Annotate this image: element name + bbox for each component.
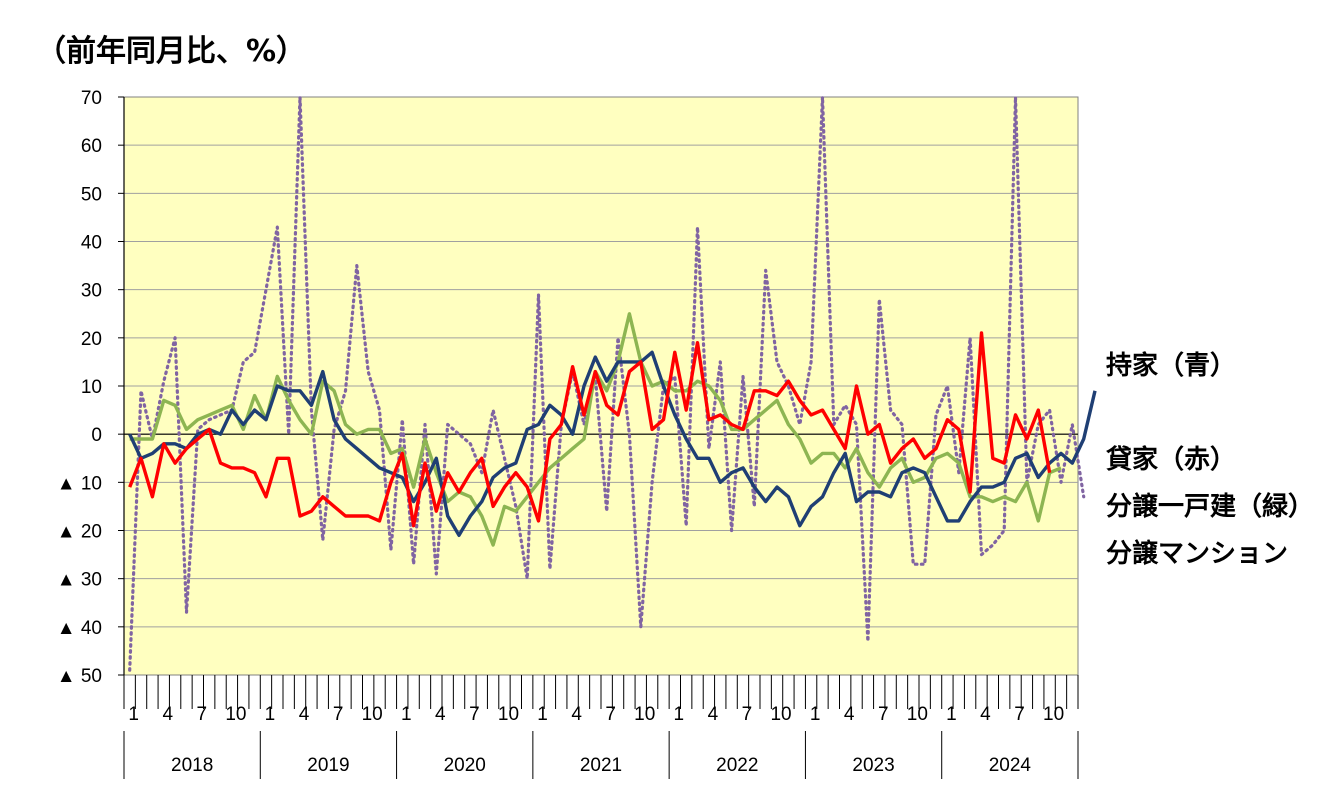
legend-detached: 分譲一戸建（緑） [1106, 492, 1315, 522]
year-label: 2018 [171, 755, 213, 776]
month-label: 4 [435, 704, 446, 725]
month-label: 4 [844, 704, 855, 725]
y-tick-label: ▲ 40 [57, 618, 102, 639]
y-tick-label: 40 [81, 233, 102, 254]
month-label: 10 [362, 704, 383, 725]
unit-label: （前年同月比、%） [36, 34, 307, 69]
month-label: 7 [333, 704, 344, 725]
y-tick-label: 70 [81, 88, 102, 109]
legend-owner: 持家（青） [1106, 351, 1237, 381]
month-label: 4 [299, 704, 310, 725]
y-tick-label: ▲ 30 [57, 570, 102, 591]
y-tick-label: ▲ 10 [57, 473, 102, 494]
year-label: 2024 [989, 755, 1032, 776]
year-label: 2020 [444, 755, 486, 776]
y-tick-label: 30 [81, 281, 102, 302]
month-label: 7 [605, 704, 616, 725]
month-label: 1 [810, 704, 821, 725]
month-label: 10 [1043, 704, 1064, 725]
legend-rental: 貸家（赤） [1106, 445, 1237, 475]
month-label: 7 [878, 704, 889, 725]
month-label: 1 [674, 704, 685, 725]
year-label: 2019 [307, 755, 349, 776]
month-label: 4 [980, 704, 991, 725]
month-label: 7 [197, 704, 208, 725]
month-label: 10 [907, 704, 928, 725]
month-label: 1 [265, 704, 276, 725]
month-label: 1 [946, 704, 957, 725]
month-label: 1 [537, 704, 548, 725]
y-axis: 70 60 50 40 30 20 10 0 ▲ 10 ▲ 20 ▲ 30 ▲ 40 ▲ 50 [57, 88, 125, 687]
month-label: 1 [401, 704, 412, 725]
legend-condo: 分譲マンション [1106, 539, 1289, 569]
month-label: 10 [634, 704, 655, 725]
month-label: 4 [571, 704, 582, 725]
month-label: 10 [770, 704, 791, 725]
y-tick-label: 20 [81, 329, 102, 350]
series-line-owner [128, 350, 1097, 537]
y-tick-label: 60 [81, 136, 102, 157]
month-label: 10 [498, 704, 519, 725]
month-label: 7 [469, 704, 480, 725]
series-lines [128, 95, 1097, 672]
month-label: 4 [708, 704, 719, 725]
year-label: 2021 [580, 755, 622, 776]
year-label: 2023 [852, 755, 894, 776]
series-line-rental [128, 331, 1052, 528]
month-label: 10 [225, 704, 246, 725]
y-tick-label: 0 [91, 425, 102, 446]
y-tick-label: 50 [81, 184, 102, 205]
month-label: 7 [742, 704, 753, 725]
y-tick-label: 10 [81, 377, 102, 398]
month-label: 1 [128, 704, 139, 725]
month-label: 4 [162, 704, 173, 725]
y-tick-label: ▲ 50 [57, 666, 102, 687]
year-label: 2022 [716, 755, 758, 776]
month-label: 7 [1014, 704, 1025, 725]
x-axis: 1 4 7 10 1 4 7 10 1 4 7 10 1 4 7 10 1 4 7 10 1 4 7 10 1 4 7 10 2018 2… [123, 675, 1079, 779]
y-tick-label: ▲ 20 [57, 522, 102, 543]
